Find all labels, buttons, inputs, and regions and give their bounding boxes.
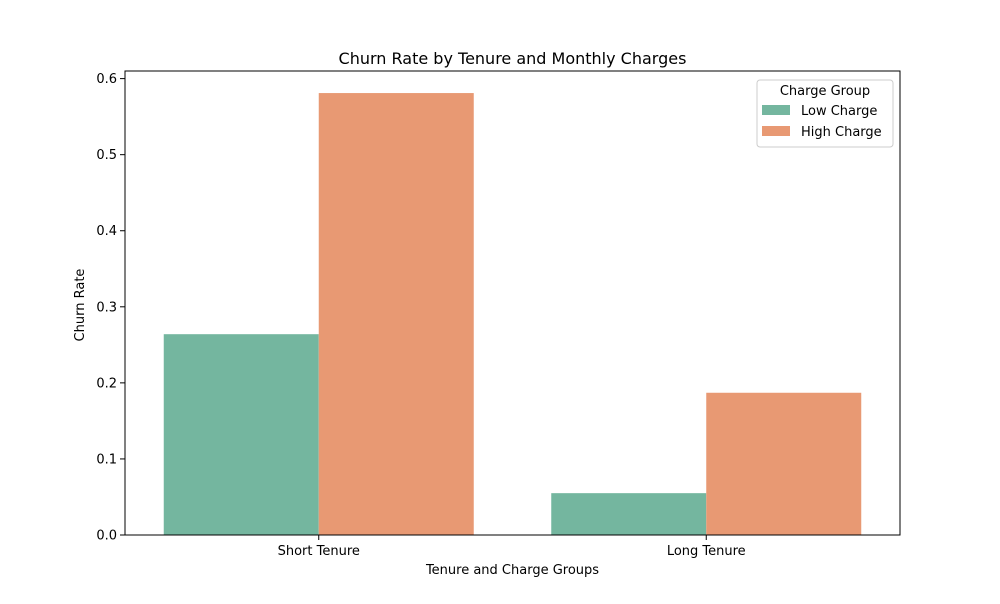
x-axis-title: Tenure and Charge Groups: [425, 563, 599, 578]
bar-high-charge-long-tenure: [706, 392, 862, 535]
y-tick-label: 0.3: [96, 300, 117, 315]
x-tick-label: Short Tenure: [278, 544, 360, 559]
y-tick-label: 0.2: [96, 376, 117, 391]
legend: Charge Group Low Charge High Charge: [756, 79, 894, 148]
legend-swatch-low-charge: [762, 105, 790, 115]
y-tick-label: 0.0: [96, 529, 117, 544]
chart-title: Churn Rate by Tenure and Monthly Charges: [339, 49, 687, 68]
legend-label-low-charge: Low Charge: [801, 104, 877, 119]
x-tick-label: Long Tenure: [667, 544, 746, 559]
axes-layer: 0.0 0.1 0.2 0.3 0.4 0.5 0.6 Short Tenure Long Te…: [96, 70, 901, 559]
bar-low-charge-short-tenure: [163, 334, 319, 535]
y-tick-label: 0.6: [96, 72, 117, 87]
y-tick-label: 0.5: [96, 148, 117, 163]
legend-frame: [756, 79, 894, 148]
bar-low-charge-long-tenure: [551, 493, 707, 535]
legend-label-high-charge: High Charge: [801, 125, 882, 140]
legend-swatch-high-charge: [762, 126, 790, 136]
legend-items: Low Charge High Charge: [762, 104, 882, 140]
bars-layer: [163, 93, 862, 535]
y-axis-title: Churn Rate: [73, 269, 88, 342]
y-tick-label: 0.4: [96, 224, 117, 239]
bar-high-charge-short-tenure: [318, 93, 474, 535]
y-tick-label: 0.1: [96, 452, 117, 467]
legend-title: Charge Group: [780, 84, 870, 99]
plot-frame: [124, 70, 901, 536]
